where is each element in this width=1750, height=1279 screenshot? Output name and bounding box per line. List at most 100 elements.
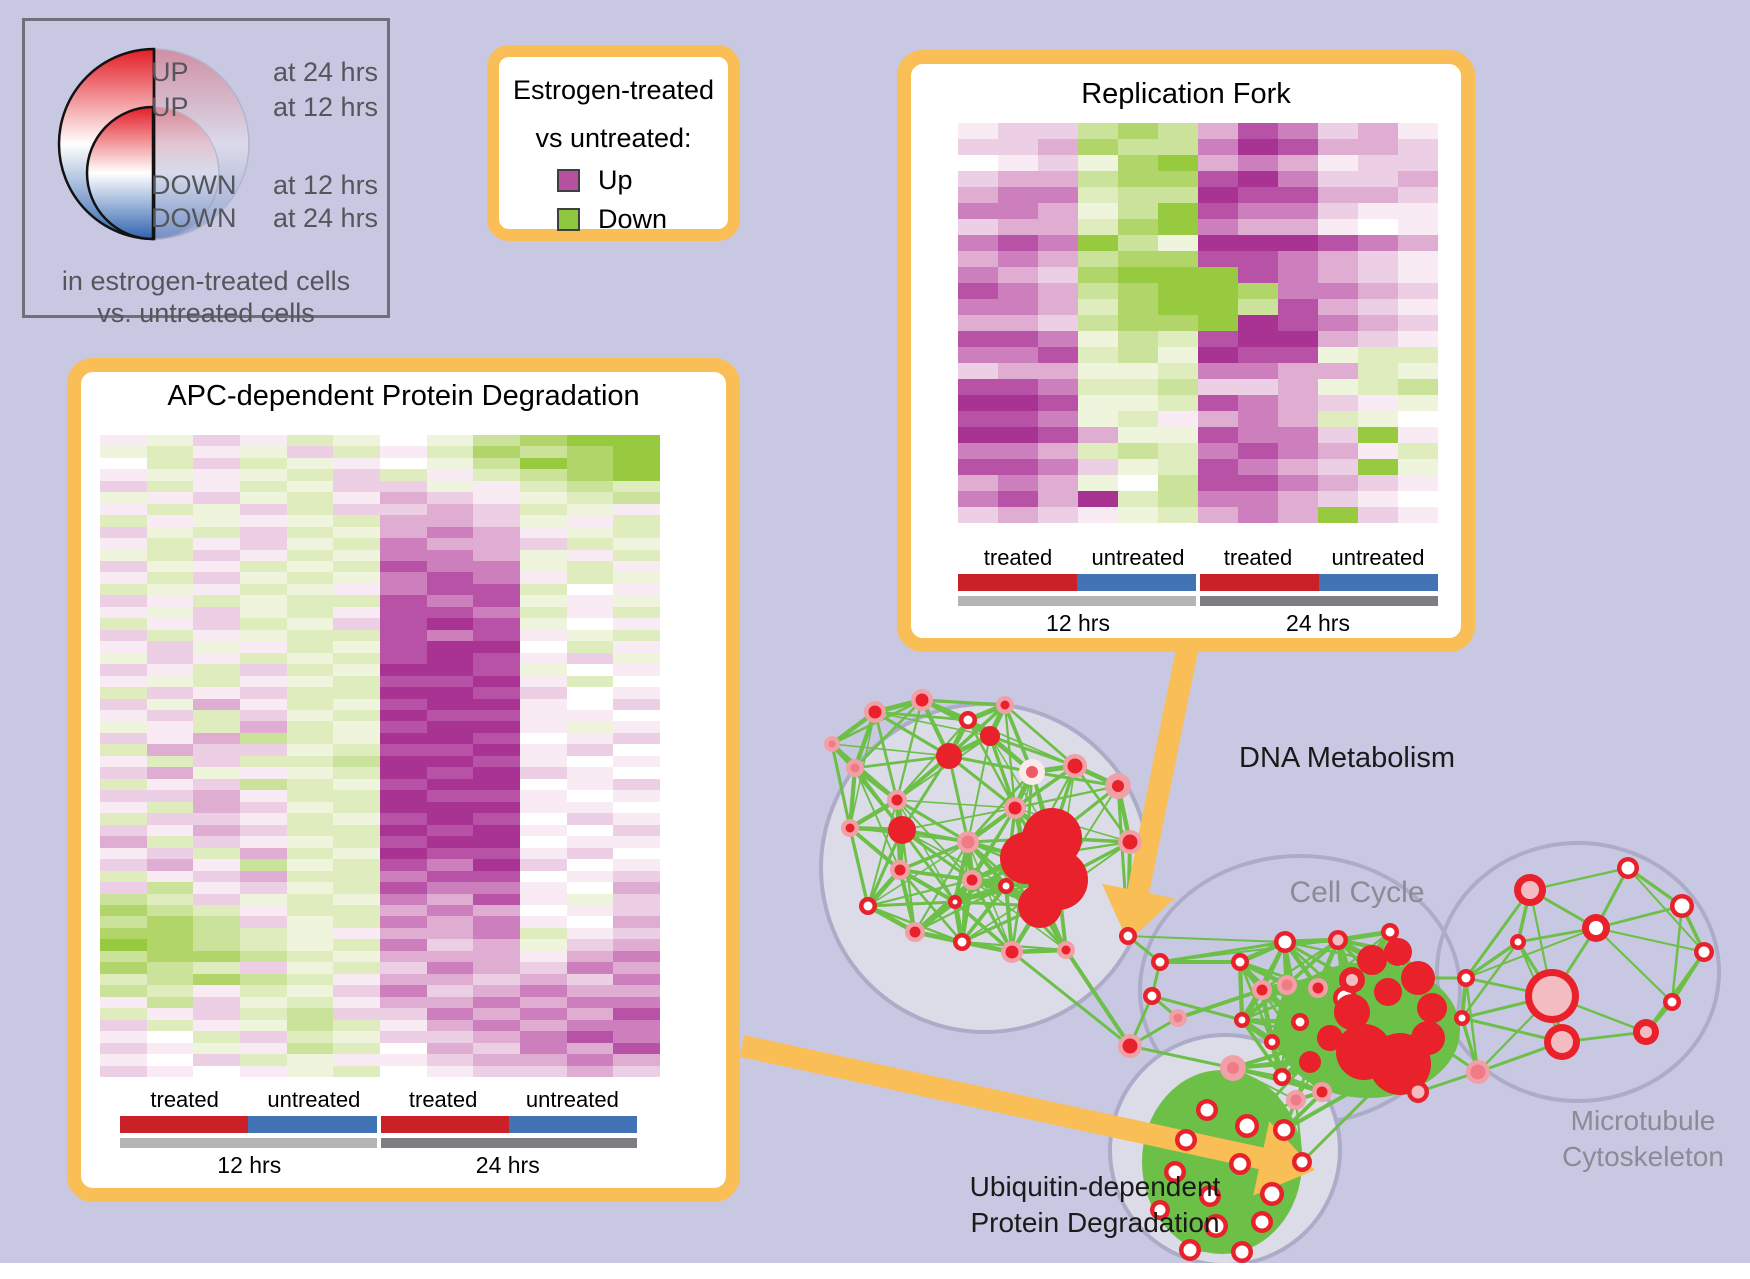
network-edge [1004, 883, 1042, 909]
network-edge [1294, 1099, 1304, 1163]
gene-node-core [1200, 1103, 1214, 1117]
network-edge [1465, 940, 1519, 980]
network-edge [1595, 927, 1673, 1003]
network-edge [1307, 1060, 1325, 1094]
network-edge [1280, 984, 1289, 1078]
network-edge [1241, 1018, 1311, 1064]
network-edge [1285, 983, 1332, 1040]
network-edge [961, 879, 1059, 943]
gene-node [1231, 953, 1249, 971]
network-edge [1057, 840, 1131, 882]
network-edge [1051, 836, 1131, 844]
network-edge [830, 710, 877, 746]
gene-node [1670, 894, 1694, 918]
network-edge [954, 878, 1059, 904]
network-edge [967, 836, 1053, 844]
gene-node-core [1235, 1245, 1249, 1259]
network-edge [947, 733, 992, 759]
network-edge [874, 710, 969, 722]
network-edge [1297, 986, 1321, 1024]
network-edge [1561, 1030, 1647, 1044]
gene-node [890, 860, 910, 880]
network-edge [1150, 961, 1162, 997]
network-edge [1206, 1108, 1248, 1128]
gene-node-core [909, 926, 921, 938]
time-label: 24 hrs [1286, 610, 1350, 636]
gene-node-core [868, 705, 882, 719]
gene-node [911, 689, 933, 711]
network-edge [1185, 1138, 1241, 1166]
gene-node-core [1147, 991, 1157, 1001]
network-edge [1427, 1016, 1463, 1040]
gene-node [864, 701, 886, 723]
network-edge [1298, 1019, 1332, 1041]
gene-node [1663, 993, 1681, 1011]
network-edge [1238, 1125, 1249, 1165]
legend-row-down24: DOWN at 24 hrs [25, 203, 387, 235]
gene-node [1411, 1021, 1445, 1055]
network-edge [1309, 1049, 1365, 1065]
gene-node-core [957, 937, 967, 947]
network-edge [874, 711, 991, 737]
network-edge [899, 868, 973, 882]
network-edge [1205, 1067, 1235, 1111]
network-edge [1461, 994, 1553, 1020]
network-edge [900, 829, 957, 903]
network-edge [1013, 807, 1042, 907]
network-edge [1281, 1050, 1365, 1079]
network-edge [960, 841, 970, 943]
gene-node [1339, 967, 1365, 993]
network-edge [967, 771, 1033, 843]
group-label: treated [408, 1087, 478, 1112]
network-edge [896, 735, 991, 801]
network-edge [1386, 930, 1402, 954]
gene-node-core [1173, 1013, 1183, 1023]
legend-time: at 12 hrs [273, 92, 379, 122]
network-edge [914, 930, 1013, 954]
network-edge [1185, 1124, 1248, 1142]
legend-item-label: Down [598, 204, 668, 234]
gene-node [1019, 759, 1045, 785]
network-edge [1388, 930, 1420, 980]
network-edge [1327, 997, 1348, 1039]
network-edge [1595, 926, 1705, 954]
network-edge [1343, 931, 1392, 999]
network-edge [1477, 1040, 1563, 1074]
network-edge [1174, 1109, 1208, 1173]
network-edge [1335, 939, 1355, 981]
network-edge [1335, 939, 1348, 999]
network-edge [921, 698, 991, 738]
network-edge [1337, 929, 1391, 943]
network-edge [1415, 977, 1431, 1039]
network-edge [1386, 991, 1402, 1065]
gene-node [1118, 830, 1142, 854]
gene-node-core [1268, 1038, 1276, 1046]
apc-group-bars [120, 1116, 637, 1133]
network-edge [831, 743, 903, 831]
network-edge [1351, 976, 1419, 1014]
network-edge [1025, 840, 1131, 860]
gene-node [1401, 961, 1435, 995]
network-edge [1465, 889, 1531, 979]
network-edge [897, 829, 905, 871]
network-edge [1188, 1195, 1212, 1251]
network-edge [830, 743, 852, 829]
network-edge [1299, 1020, 1365, 1054]
network-edge [848, 798, 899, 830]
network-edge [849, 711, 876, 829]
cluster-label-ub: Protein Degradation [970, 1207, 1219, 1238]
gene-node-core [1233, 1157, 1247, 1171]
network-edge [1031, 763, 1076, 775]
network-edge [1215, 1220, 1263, 1228]
network-edge [1271, 1040, 1365, 1054]
time-label: 24 hrs [475, 1152, 540, 1178]
network-edge [1174, 1162, 1241, 1174]
gene-node-core [1551, 1031, 1573, 1053]
updown-circle-legend: UP at 24 hrs UP at 12 hrs DOWN at 12 hrs… [22, 18, 390, 328]
network-edge [854, 754, 950, 770]
network-edge [874, 697, 923, 715]
network-edge [1037, 878, 1061, 908]
gene-node [1466, 1060, 1490, 1084]
gene-node [936, 743, 962, 769]
network-edge [1184, 1109, 1209, 1141]
